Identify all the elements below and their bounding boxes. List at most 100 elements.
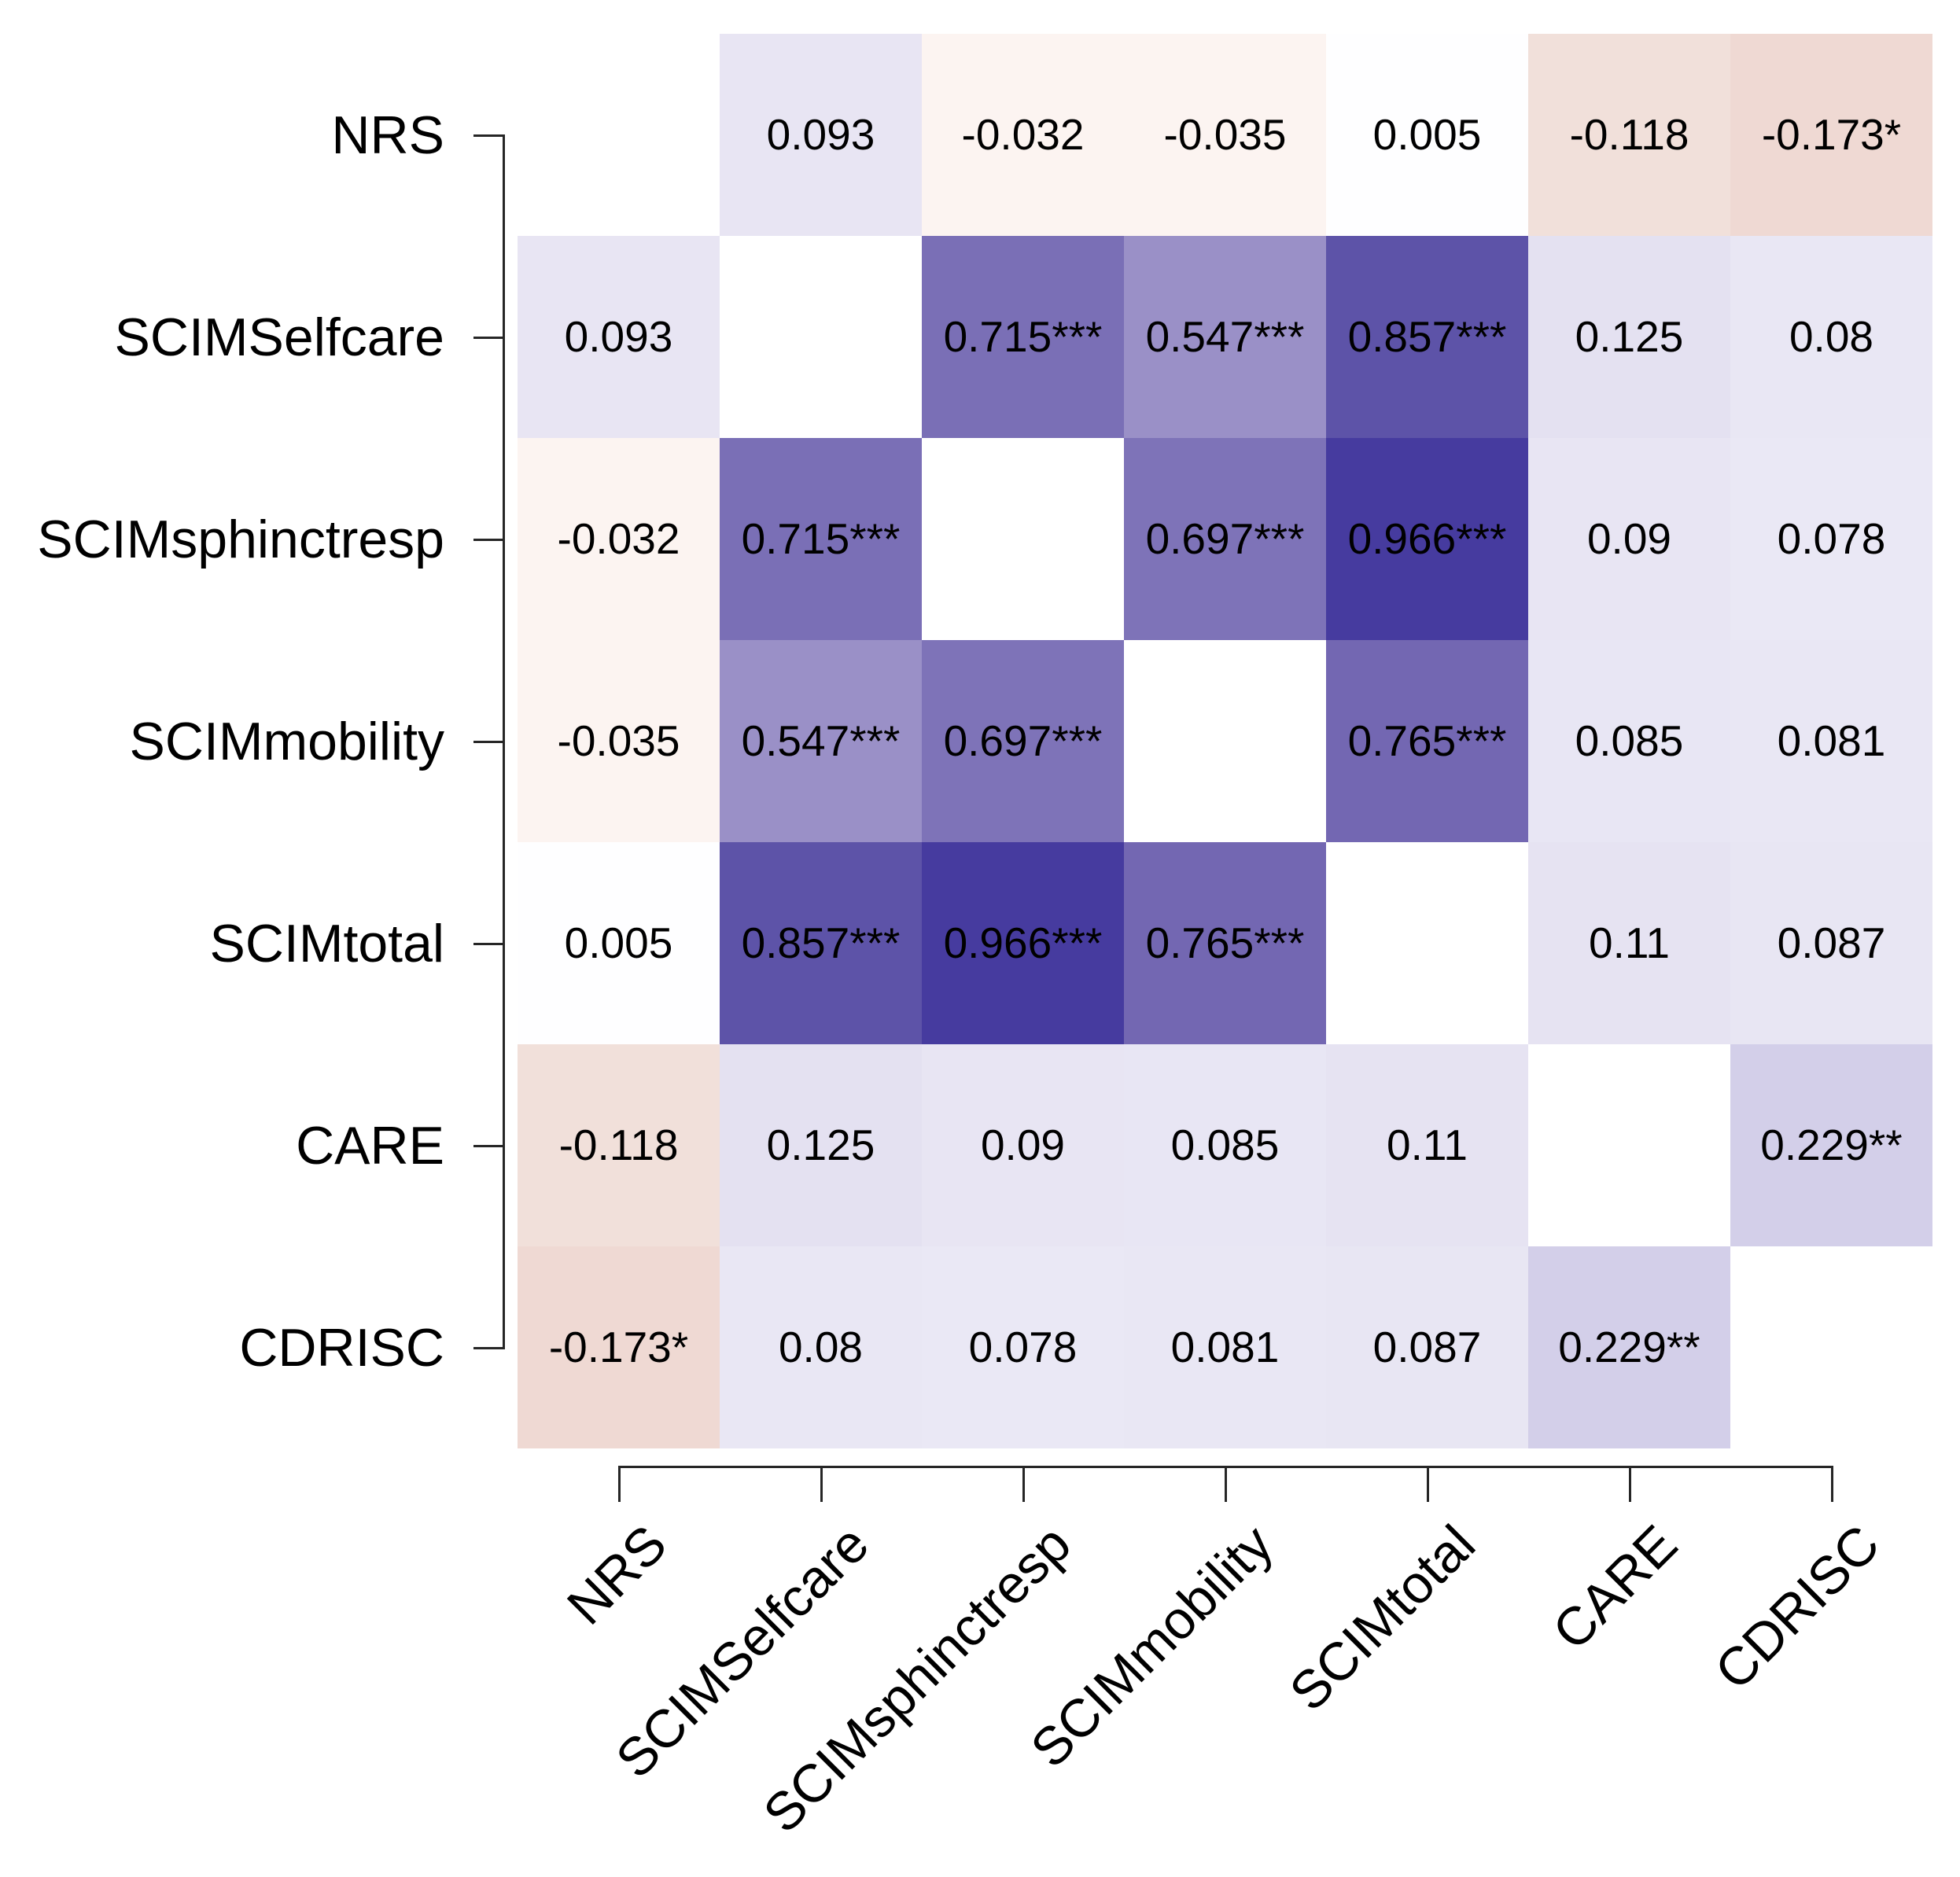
y-axis-line — [503, 134, 505, 1349]
heatmap-cell: 0.697*** — [1124, 438, 1326, 640]
heatmap-cell: 0.09 — [1528, 438, 1730, 640]
cell-correlation-value: 0.11 — [1387, 1121, 1468, 1169]
y-axis-label: SCIMtotal — [209, 913, 444, 973]
cell-correlation-value: 0.125 — [766, 1121, 875, 1169]
heatmap-cell: 0.125 — [720, 1044, 922, 1246]
y-axis-label: SCIMmobility — [129, 711, 445, 771]
x-axis-label: SCIMmobility — [1019, 1514, 1284, 1779]
cell-correlation-value: 0.966*** — [943, 918, 1103, 967]
cell-correlation-value: 0.697*** — [943, 716, 1103, 765]
heatmap-cell: 0.857*** — [720, 842, 922, 1044]
x-axis-label: SCIMSelfcare — [604, 1514, 880, 1790]
cell-correlation-value: 0.229** — [1760, 1121, 1903, 1169]
heatmap-cell: 0.229** — [1528, 1246, 1730, 1448]
heatmap-cell: 0.081 — [1730, 640, 1932, 842]
x-axis-label: SCIMtotal — [1277, 1514, 1487, 1723]
cell-correlation-value: 0.087 — [1777, 918, 1886, 967]
cell-correlation-value: 0.09 — [1586, 514, 1672, 563]
y-axis-label: NRS — [331, 105, 444, 165]
y-axis-tick — [473, 134, 503, 137]
heatmap-cell: -0.035 — [1124, 34, 1326, 236]
x-axis-tick — [1022, 1466, 1025, 1502]
heatmap-cell: 0.005 — [1326, 34, 1528, 236]
x-axis-tick — [1426, 1466, 1429, 1502]
y-axis-label: CARE — [296, 1115, 444, 1176]
heatmap-cell: -0.173* — [518, 1246, 720, 1448]
heatmap-cell: -0.118 — [1528, 34, 1730, 236]
heatmap-cell: 0.081 — [1124, 1246, 1326, 1448]
heatmap-cell: 0.08 — [1730, 236, 1932, 438]
cell-correlation-value: 0.081 — [1170, 1323, 1280, 1371]
heatmap-cell: 0.715*** — [720, 438, 922, 640]
y-axis-label: SCIMSelfcare — [114, 307, 444, 367]
x-axis-label: CDRISC — [1703, 1514, 1891, 1702]
x-axis-tick — [617, 1466, 621, 1502]
heatmap-cell — [518, 34, 720, 236]
heatmap-cell: 0.087 — [1730, 842, 1932, 1044]
y-axis-tick — [473, 336, 503, 339]
heatmap-cell: 0.966*** — [1326, 438, 1528, 640]
cell-correlation-value: 0.966*** — [1347, 514, 1507, 563]
cell-correlation-value: 0.005 — [1372, 110, 1482, 159]
y-axis-tick — [473, 1346, 503, 1349]
cell-correlation-value: -0.035 — [1163, 110, 1287, 159]
x-axis-tick — [1830, 1466, 1833, 1502]
heatmap-cell: -0.032 — [518, 438, 720, 640]
heatmap-cell: 0.697*** — [922, 640, 1124, 842]
heatmap-cell: 0.125 — [1528, 236, 1730, 438]
cell-correlation-value: -0.118 — [1569, 110, 1689, 159]
y-axis-tick — [473, 538, 503, 541]
heatmap-cell: 0.11 — [1528, 842, 1730, 1044]
cell-correlation-value: 0.125 — [1575, 312, 1684, 361]
heatmap-cell: 0.715*** — [922, 236, 1124, 438]
y-axis-label: CDRISC — [239, 1317, 444, 1378]
heatmap-cell: 0.966*** — [922, 842, 1124, 1044]
heatmap-cell: -0.032 — [922, 34, 1124, 236]
cell-correlation-value: 0.697*** — [1145, 514, 1305, 563]
heatmap-cell: 0.078 — [922, 1246, 1124, 1448]
y-axis-tick — [473, 740, 503, 743]
y-axis-tick — [473, 942, 503, 945]
cell-correlation-value: 0.081 — [1777, 716, 1886, 765]
heatmap-cell: 0.093 — [518, 236, 720, 438]
cell-correlation-value: 0.005 — [564, 918, 673, 967]
cell-correlation-value: -0.173* — [1761, 110, 1902, 159]
heatmap-cell: -0.118 — [518, 1044, 720, 1246]
cell-correlation-value: 0.547*** — [1145, 312, 1305, 361]
cell-correlation-value: 0.715*** — [943, 312, 1103, 361]
x-axis-label: CARE — [1541, 1514, 1689, 1662]
heatmap-cell — [720, 236, 922, 438]
x-axis-label: NRS — [555, 1514, 678, 1636]
cell-correlation-value: -0.032 — [557, 514, 680, 563]
heatmap-cell: 0.093 — [720, 34, 922, 236]
cell-correlation-value: 0.08 — [1789, 312, 1874, 361]
heatmap-cell — [1124, 640, 1326, 842]
y-axis-label: SCIMsphinctresp — [37, 509, 444, 569]
cell-correlation-value: 0.11 — [1589, 918, 1670, 967]
cell-correlation-value: 0.857*** — [1347, 312, 1507, 361]
x-axis-tick — [1628, 1466, 1631, 1502]
x-axis-label: SCIMsphinctresp — [751, 1514, 1082, 1845]
heatmap-cell — [922, 438, 1124, 640]
cell-correlation-value: 0.085 — [1575, 716, 1684, 765]
y-axis-tick — [473, 1144, 503, 1147]
x-axis-tick — [1224, 1466, 1227, 1502]
heatmap-cell: 0.085 — [1124, 1044, 1326, 1246]
cell-correlation-value: 0.229** — [1558, 1323, 1700, 1371]
heatmap-cell — [1326, 842, 1528, 1044]
cell-correlation-value: -0.173* — [548, 1323, 689, 1371]
cell-correlation-value: 0.093 — [766, 110, 875, 159]
cell-correlation-value: 0.715*** — [741, 514, 901, 563]
heatmap-cell: 0.765*** — [1124, 842, 1326, 1044]
cell-correlation-value: 0.08 — [778, 1323, 864, 1371]
cell-correlation-value: 0.765*** — [1347, 716, 1507, 765]
heatmap-cell: 0.547*** — [720, 640, 922, 842]
cell-correlation-value: -0.118 — [558, 1121, 679, 1169]
cell-correlation-value: 0.078 — [968, 1323, 1078, 1371]
heatmap-cell: 0.078 — [1730, 438, 1932, 640]
heatmap-cell: 0.229** — [1730, 1044, 1932, 1246]
heatmap-cell: 0.087 — [1326, 1246, 1528, 1448]
cell-correlation-value: -0.032 — [961, 110, 1085, 159]
heatmap-cell: 0.005 — [518, 842, 720, 1044]
heatmap-cell: -0.035 — [518, 640, 720, 842]
